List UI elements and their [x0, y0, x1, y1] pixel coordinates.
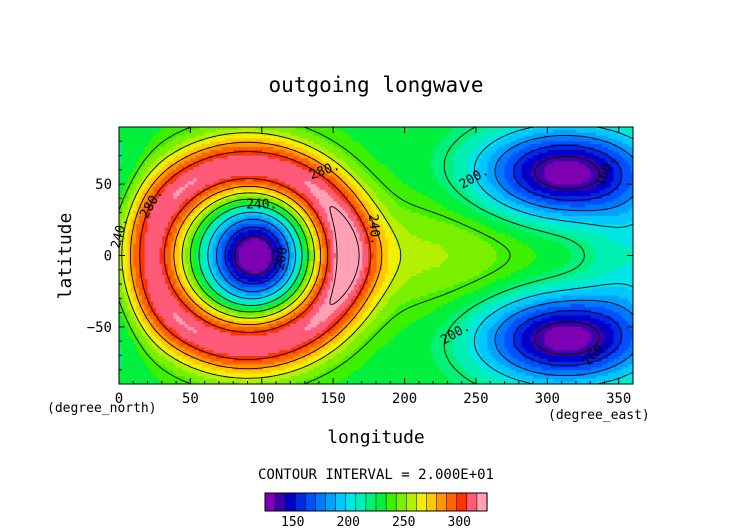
x-axis: 0 50 100 150 200 250 300 350 [115, 127, 631, 407]
colorbar-swatch [466, 492, 478, 512]
y-axis: 50 0 −50 [87, 140, 633, 371]
x-unit-label: (degree_east) [548, 408, 650, 423]
colorbar-swatch [315, 492, 327, 512]
colorbar-swatch [446, 492, 458, 512]
colorbar-swatch [476, 492, 488, 512]
colorbar-tick-label: 200 [337, 515, 360, 530]
colorbar-swatch [375, 492, 387, 512]
contour-lines [119, 127, 633, 384]
x-tick-label: 100 [249, 391, 274, 407]
contour-field [119, 127, 633, 384]
colorbar-swatch [355, 492, 367, 512]
x-tick-label: 350 [606, 391, 631, 407]
y-tick-label: 50 [95, 177, 112, 193]
x-tick-label: 300 [535, 391, 560, 407]
colorbar-swatch [305, 492, 317, 512]
colorbar-swatch [416, 492, 428, 512]
colorbar-swatch [264, 492, 276, 512]
contour-label: 200. [272, 238, 292, 271]
colorbar-tick-label: 300 [448, 515, 471, 530]
contour-fill-band [119, 127, 497, 384]
y-tick-label: −50 [87, 320, 112, 336]
contour-line [139, 151, 372, 360]
colorbar-swatch [385, 492, 397, 512]
colorbar-swatch [406, 492, 417, 512]
x-tick-label: 200 [392, 391, 417, 407]
contour-fill-band [238, 161, 591, 351]
contour-line [329, 206, 360, 305]
contour-label: 240. [365, 213, 383, 246]
contour-line [233, 155, 600, 356]
contour-line [119, 127, 511, 384]
x-tick-label: 150 [321, 391, 346, 407]
colorbar-swatch [345, 492, 357, 512]
y-tick-label: 0 [104, 249, 112, 265]
x-tick-label: 0 [115, 391, 123, 407]
x-tick-label: 250 [463, 391, 488, 407]
contour-line [129, 141, 383, 370]
contour-label: 240. [246, 197, 277, 212]
colorbar-swatch [365, 492, 377, 512]
colorbar-swatch [436, 492, 448, 512]
colorbar-frame [264, 492, 488, 512]
colorbar-swatch [335, 492, 347, 512]
contour-line [207, 127, 633, 384]
colorbar-swatch [274, 492, 286, 512]
contour-line [215, 134, 633, 377]
colorbar-swatch [456, 492, 468, 512]
colorbar-tick-label: 150 [281, 515, 304, 530]
contour-line [198, 127, 585, 384]
contour-interval-label: CONTOUR INTERVAL = 2.000E+01 [258, 467, 494, 483]
contour-fill-band [221, 141, 633, 371]
contour-line [121, 132, 402, 379]
y-unit-label: (degree_north) [47, 401, 157, 416]
contour-fill-band [133, 146, 377, 365]
colorbar-tick-label: 250 [392, 515, 415, 530]
colorbar: 150 200 250 300 [264, 492, 488, 530]
colorbar-swatch [426, 492, 438, 512]
x-axis-label: longitude [327, 427, 425, 448]
chart-title: outgoing longwave [269, 73, 484, 97]
y-axis-label: latitude [55, 213, 76, 300]
colorbar-swatch [295, 492, 306, 512]
x-tick-label: 50 [182, 391, 199, 407]
colorbar-swatch [284, 492, 296, 512]
colorbar-swatch [395, 492, 407, 512]
plot-area: 280.240.240.280.240.200.200. 160.200.160. [109, 126, 634, 385]
contour-line [224, 144, 623, 367]
colorbar-swatch [325, 492, 337, 512]
